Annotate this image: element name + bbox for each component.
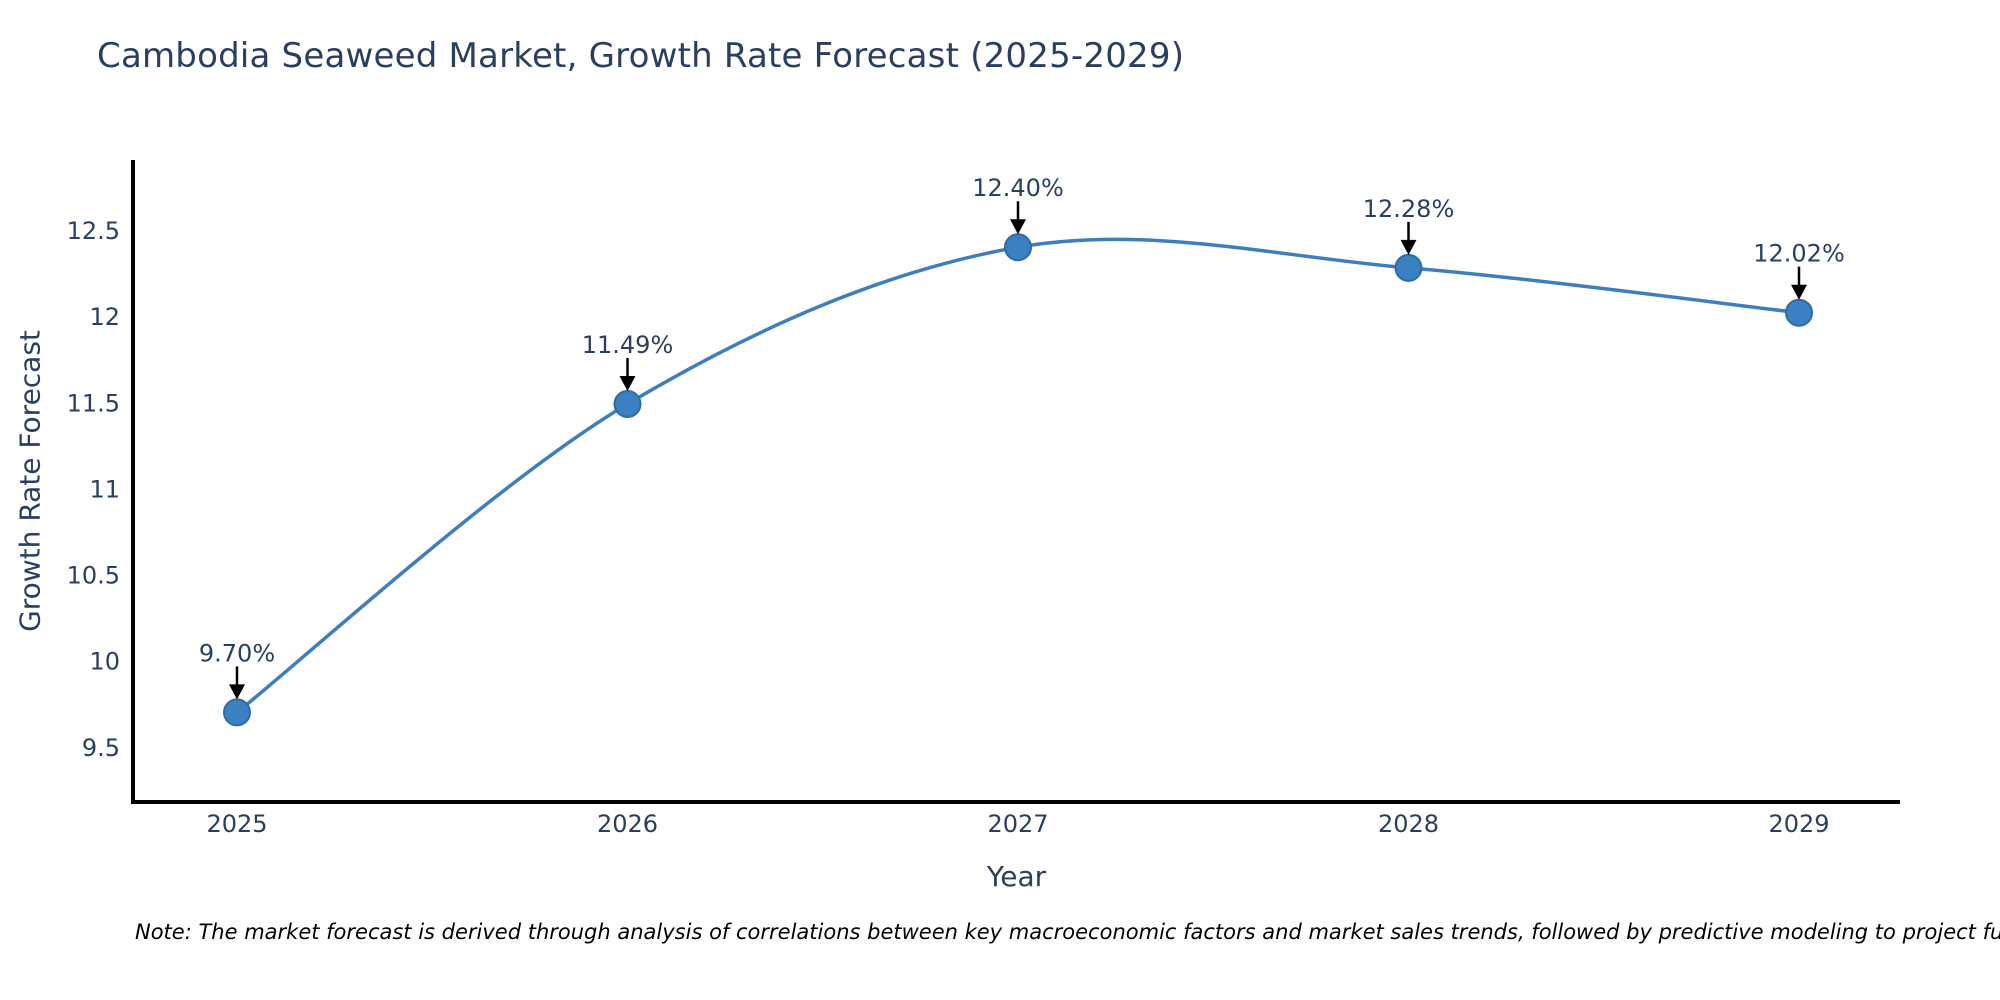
y-tick-label: 9.5 (82, 734, 120, 762)
annotation-label: 9.70% (199, 639, 275, 667)
y-tick-label: 10 (89, 648, 120, 676)
y-tick-label: 11.5 (67, 389, 120, 417)
y-tick-label: 11 (89, 475, 120, 503)
x-axis-title: Year (986, 860, 1047, 893)
x-tick-label: 2029 (1768, 810, 1829, 838)
annotation-label: 12.40% (972, 174, 1064, 202)
x-tick-label: 2025 (206, 810, 267, 838)
annotation-arrowhead (1400, 239, 1417, 255)
x-tick-label: 2028 (1378, 810, 1439, 838)
annotation-arrowhead (1010, 219, 1026, 235)
y-tick-label: 10.5 (67, 562, 120, 590)
x-tick-label: 2027 (987, 810, 1048, 838)
y-axis-title: Growth Rate Forecast (13, 330, 47, 632)
annotation-label: 12.02% (1753, 240, 1845, 268)
data-point-marker (613, 390, 642, 419)
annotation-label: 11.49% (582, 331, 674, 359)
data-point-marker (223, 698, 251, 727)
data-point-marker (1785, 298, 1813, 327)
trend-line (235, 237, 1800, 714)
annotation-label: 12.28% (1363, 195, 1455, 223)
footnote: Note: The market forecast is derived thr… (135, 920, 2000, 944)
annotation-arrowhead (1791, 284, 1807, 300)
annotation-arrowhead (229, 684, 245, 700)
data-point-marker (1394, 253, 1423, 282)
data-point-marker (1004, 233, 1032, 262)
x-tick-label: 2026 (597, 810, 658, 838)
y-tick-label: 12 (89, 303, 120, 331)
annotation-arrowhead (619, 376, 636, 392)
y-tick-label: 12.5 (67, 217, 120, 245)
chart-title: Cambodia Seaweed Market, Growth Rate For… (97, 36, 1185, 76)
